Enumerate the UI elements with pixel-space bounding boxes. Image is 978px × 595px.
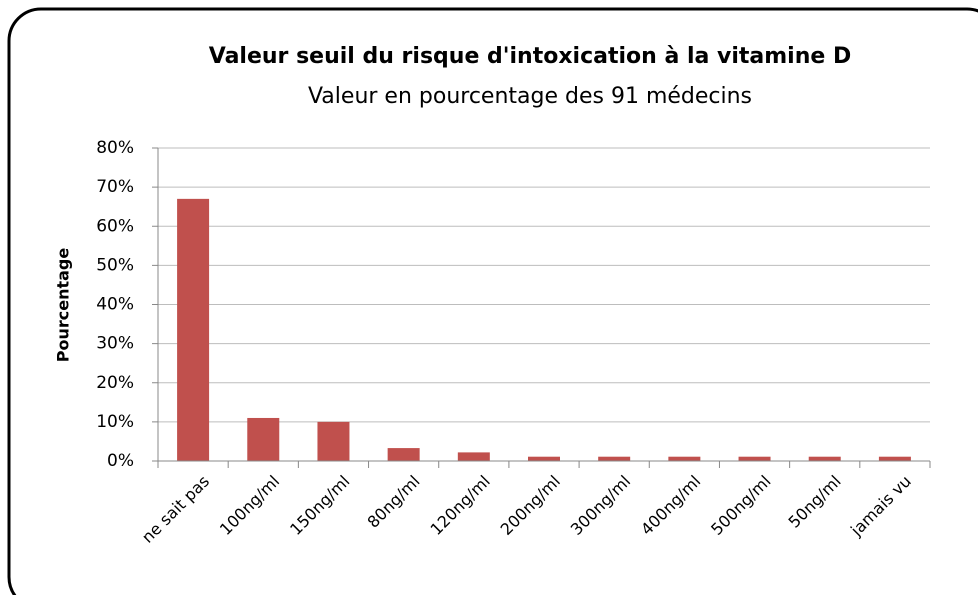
bar [528, 456, 560, 461]
y-tick-label: 10% [96, 412, 134, 432]
y-tick-label: 40% [96, 295, 134, 315]
bar [668, 456, 701, 461]
y-tick-label: 0% [107, 451, 134, 471]
bar [457, 452, 490, 461]
y-tick-label: 50% [96, 255, 134, 275]
bar [247, 417, 280, 461]
y-tick-label: 60% [96, 216, 134, 236]
bar [808, 456, 841, 461]
chart-subtitle: Valeur en pourcentage des 91 médecins [308, 84, 752, 109]
y-tick-label: 30% [96, 334, 134, 354]
bar [738, 456, 771, 461]
bar [177, 198, 210, 462]
y-axis-label: Pourcentage [54, 248, 73, 363]
y-tick-label: 20% [96, 373, 134, 393]
bar [387, 448, 420, 461]
y-tick-label: 70% [96, 177, 134, 197]
bar [878, 456, 911, 461]
bar [598, 456, 631, 461]
chart-title: Valeur seuil du risque d'intoxication à … [209, 44, 851, 69]
y-tick-label: 80% [96, 138, 134, 158]
bar [317, 421, 350, 461]
